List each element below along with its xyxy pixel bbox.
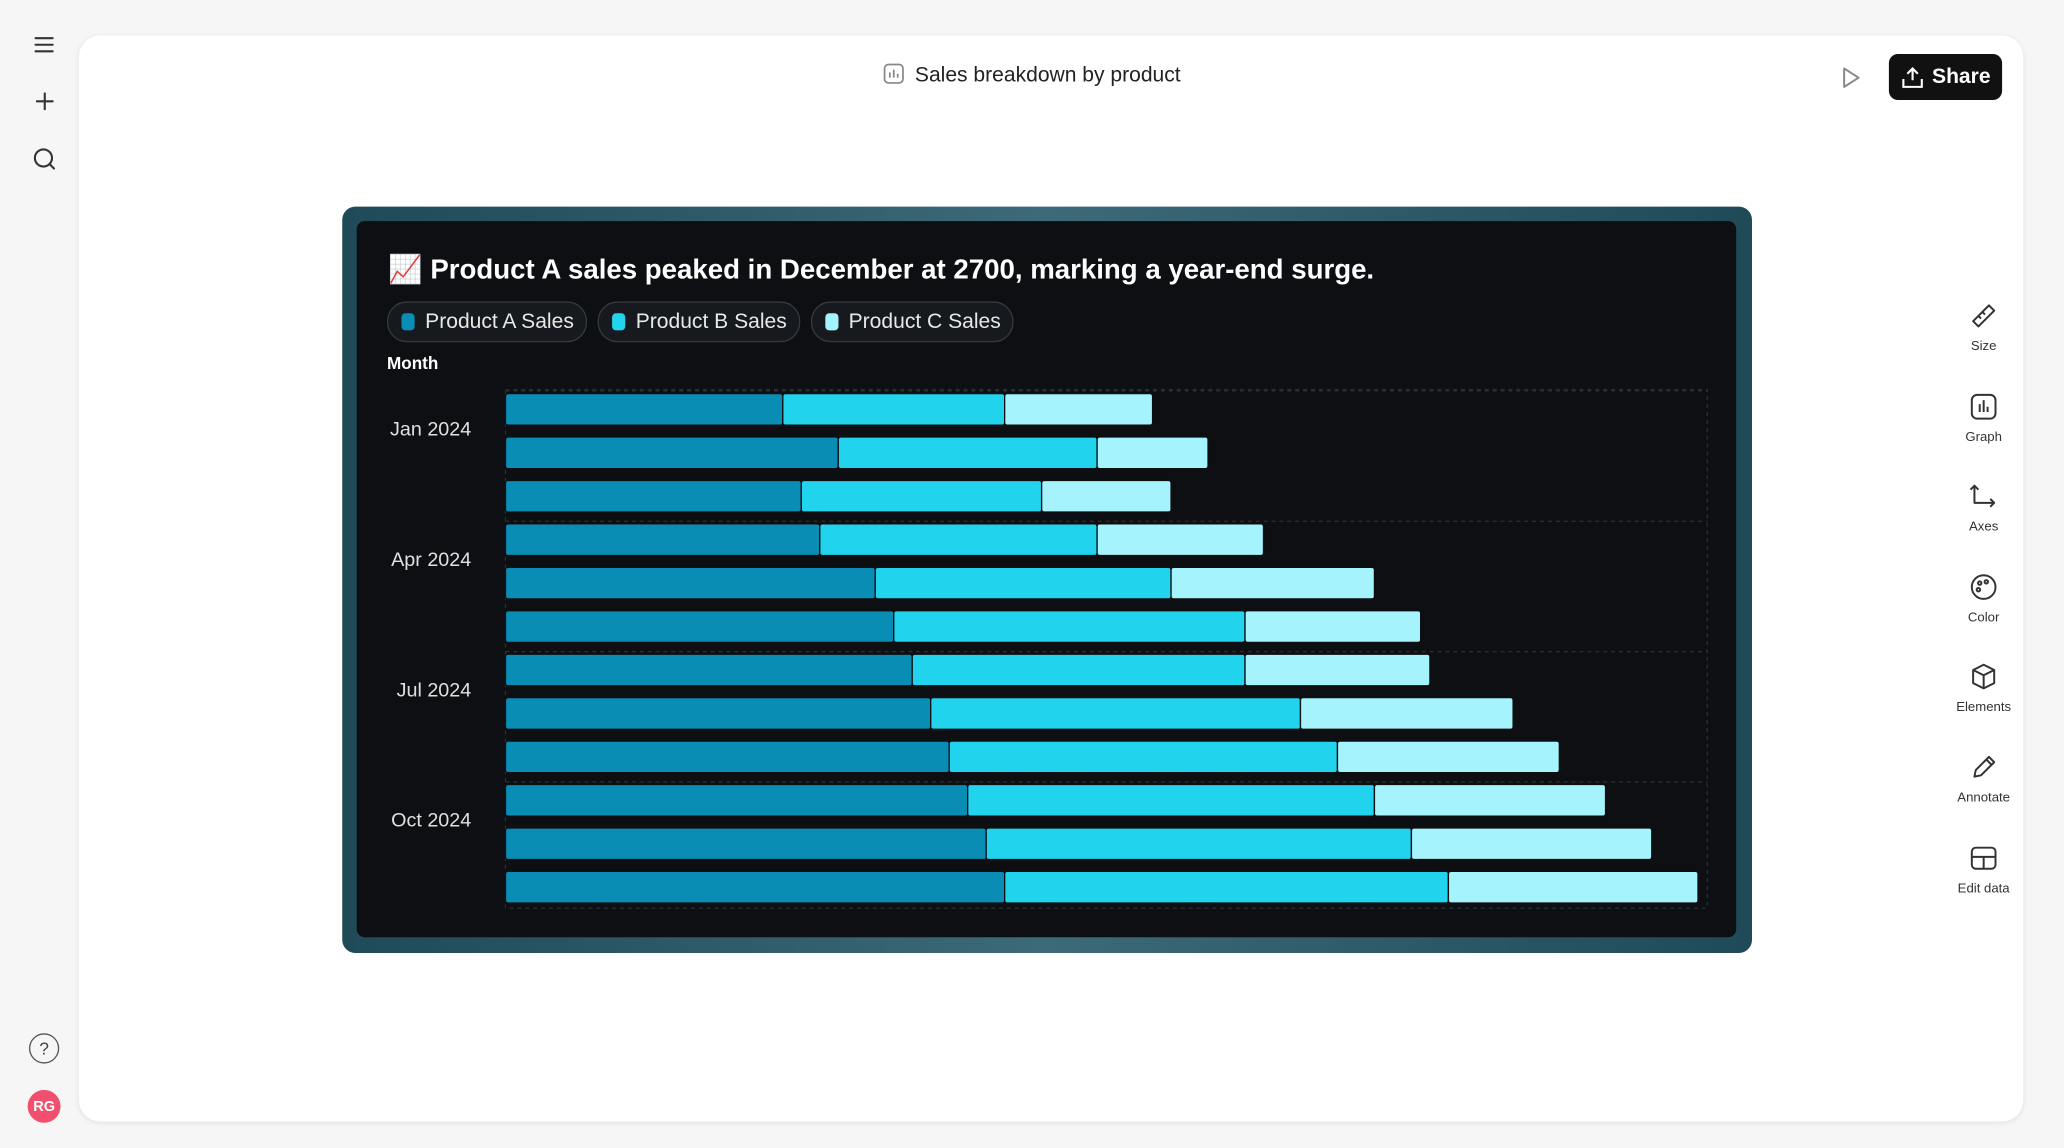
bar-segment (1447, 870, 1699, 904)
toolbar-label: Size (1970, 339, 1997, 355)
bar-segment (504, 783, 969, 817)
bar-segment (948, 740, 1339, 774)
avatar[interactable]: RG (27, 1089, 61, 1123)
bar-segment (504, 566, 876, 600)
bar-segment (504, 392, 784, 426)
doc-title-text: Sales breakdown by product (914, 64, 1181, 87)
chart: 📈 Product A sales peaked in December at … (387, 252, 1708, 909)
toolbar-icon[interactable] (1969, 301, 1998, 330)
bar-segment (1040, 479, 1172, 513)
toolbar-icon[interactable] (1969, 392, 1998, 421)
toolbar-label: Graph (1965, 429, 2002, 445)
doc-icon (883, 63, 904, 84)
bar-segment (504, 870, 1006, 904)
bar-segment (1170, 566, 1376, 600)
bar-segment (504, 436, 839, 470)
bar-segment (800, 479, 1043, 513)
bar-segment (874, 566, 1172, 600)
bar-segment (893, 610, 1246, 644)
left-toolbar-icons (33, 37, 56, 170)
bar-segment (504, 610, 895, 644)
bar-segment (967, 783, 1376, 817)
bar-segment (1373, 783, 1607, 817)
bar-segment (782, 392, 1006, 426)
y-tick-label: Jan 2024 (390, 419, 471, 441)
toolbar-label: Axes (1969, 520, 1999, 535)
y-tick-label: Jul 2024 (397, 679, 472, 701)
bar-segment (837, 436, 1098, 470)
menu-icon[interactable] (34, 37, 54, 53)
bar-segment (504, 523, 821, 557)
toolbar-icon[interactable] (1969, 663, 1998, 692)
bar-segment (1096, 523, 1265, 557)
bar-segment (504, 696, 932, 730)
bar-segment (1004, 392, 1154, 426)
toolbar-label: Elements (1956, 700, 2012, 716)
share-button[interactable]: Share (1888, 53, 2003, 101)
play-button[interactable] (1838, 64, 1864, 90)
legend-label: Product A Sales (425, 309, 574, 333)
bar-segment (504, 827, 987, 861)
bar-segment (1336, 740, 1560, 774)
bar-segment (504, 479, 802, 513)
legend-item[interactable]: Product B Sales (597, 301, 800, 343)
legend: Product A Sales Product B Sales Product C … (386, 301, 1014, 343)
help-button[interactable]: ? (28, 1033, 60, 1064)
bar-segment (504, 740, 950, 774)
legend-label: Product B Sales (635, 309, 787, 333)
y-axis-label: Month (387, 354, 438, 373)
toolbar-icon[interactable] (1969, 572, 1998, 601)
bar-segment (985, 827, 1413, 861)
toolbar-icon[interactable] (1969, 753, 1998, 782)
legend-swatch (612, 313, 626, 331)
legend-item[interactable]: Product A Sales (386, 301, 588, 343)
doc-title: Sales breakdown by product (0, 63, 2064, 88)
toolbar-label: Annotate (1957, 791, 2011, 806)
legend-label: Product C Sales (848, 309, 1001, 333)
chart-title: 📈 Product A sales peaked in December at … (388, 252, 1374, 285)
add-icon[interactable] (35, 92, 54, 111)
legend-swatch (824, 313, 839, 331)
bar-segment (819, 523, 1098, 557)
bar-segment (1004, 870, 1450, 904)
bar-segment (911, 653, 1246, 687)
bar-segment (1299, 696, 1514, 730)
bar-segment (930, 696, 1302, 730)
bar-segment (1410, 827, 1653, 861)
bar-segment (1096, 436, 1209, 470)
bar-segment (504, 653, 913, 687)
bar-segment (1244, 653, 1431, 687)
toolbar-label: Color (1967, 610, 2000, 625)
legend-item[interactable]: Product C Sales (810, 301, 1014, 343)
toolbar-icon[interactable] (1969, 843, 1998, 872)
legend-swatch (401, 313, 415, 331)
share-label: Share (1932, 65, 1991, 88)
toolbar-label: Edit data (1957, 881, 2010, 896)
share-icon (1902, 66, 1923, 88)
toolbar-icon[interactable] (1969, 482, 1998, 511)
bar-segment (1244, 610, 1422, 644)
y-tick-label: Apr 2024 (391, 549, 471, 571)
search-icon[interactable] (33, 148, 54, 168)
y-tick-label: Oct 2024 (391, 810, 471, 832)
